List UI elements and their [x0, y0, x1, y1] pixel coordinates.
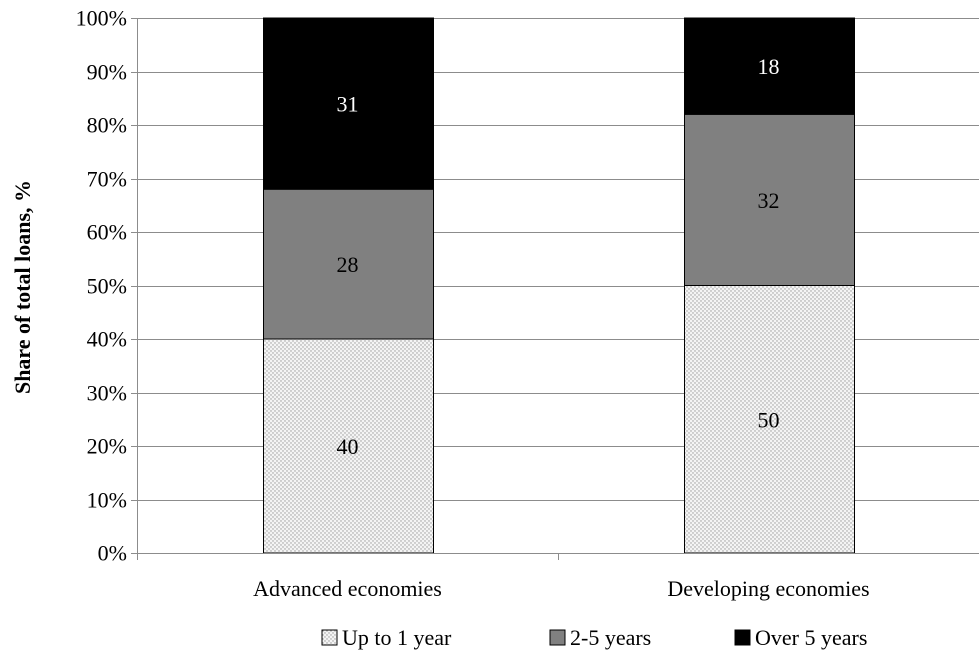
x-category-label: Developing economies — [667, 576, 869, 601]
bar-segment — [684, 17, 855, 115]
y-tick-label: 60% — [87, 220, 127, 245]
bar-segment — [684, 113, 855, 286]
legend-swatch — [549, 629, 566, 646]
bar-segment — [263, 188, 434, 340]
legend: Up to 1 year 2-5 years Over 5 years — [321, 625, 867, 650]
y-tick-label: 50% — [87, 274, 127, 299]
data-label: 50 — [758, 407, 780, 432]
y-tick-label: 20% — [87, 434, 127, 459]
data-label: 40 — [337, 434, 359, 459]
y-tick-label: 100% — [76, 6, 127, 31]
y-tick-label: 40% — [87, 327, 127, 352]
y-tick-label: 30% — [87, 381, 127, 406]
y-tick-label: 0% — [98, 541, 127, 566]
data-label: 18 — [758, 54, 780, 79]
y-tick-label: 80% — [87, 113, 127, 138]
y-tick-label: 10% — [87, 488, 127, 513]
legend-swatch — [734, 629, 751, 646]
x-category-label: Advanced economies — [253, 576, 442, 601]
y-tick-label: 70% — [87, 167, 127, 192]
data-labels: 40 28 31 50 32 18 — [337, 54, 780, 459]
y-axis-label: Share of total loans, % — [10, 180, 35, 394]
bars — [263, 17, 855, 554]
legend-label: Up to 1 year — [342, 625, 452, 650]
y-tick-label: 90% — [87, 60, 127, 85]
bar-segment — [684, 285, 855, 554]
data-label: 32 — [758, 188, 780, 213]
legend-swatch — [321, 629, 338, 646]
legend-label: 2-5 years — [570, 625, 651, 650]
bar-segment — [263, 17, 434, 190]
data-label: 31 — [337, 92, 359, 117]
data-label: 28 — [337, 252, 359, 277]
legend-label: Over 5 years — [755, 625, 867, 650]
axes: 0% 10% 20% 30% 40% 50% 60% 70% 80% 90% 100% Advance… — [76, 6, 979, 601]
